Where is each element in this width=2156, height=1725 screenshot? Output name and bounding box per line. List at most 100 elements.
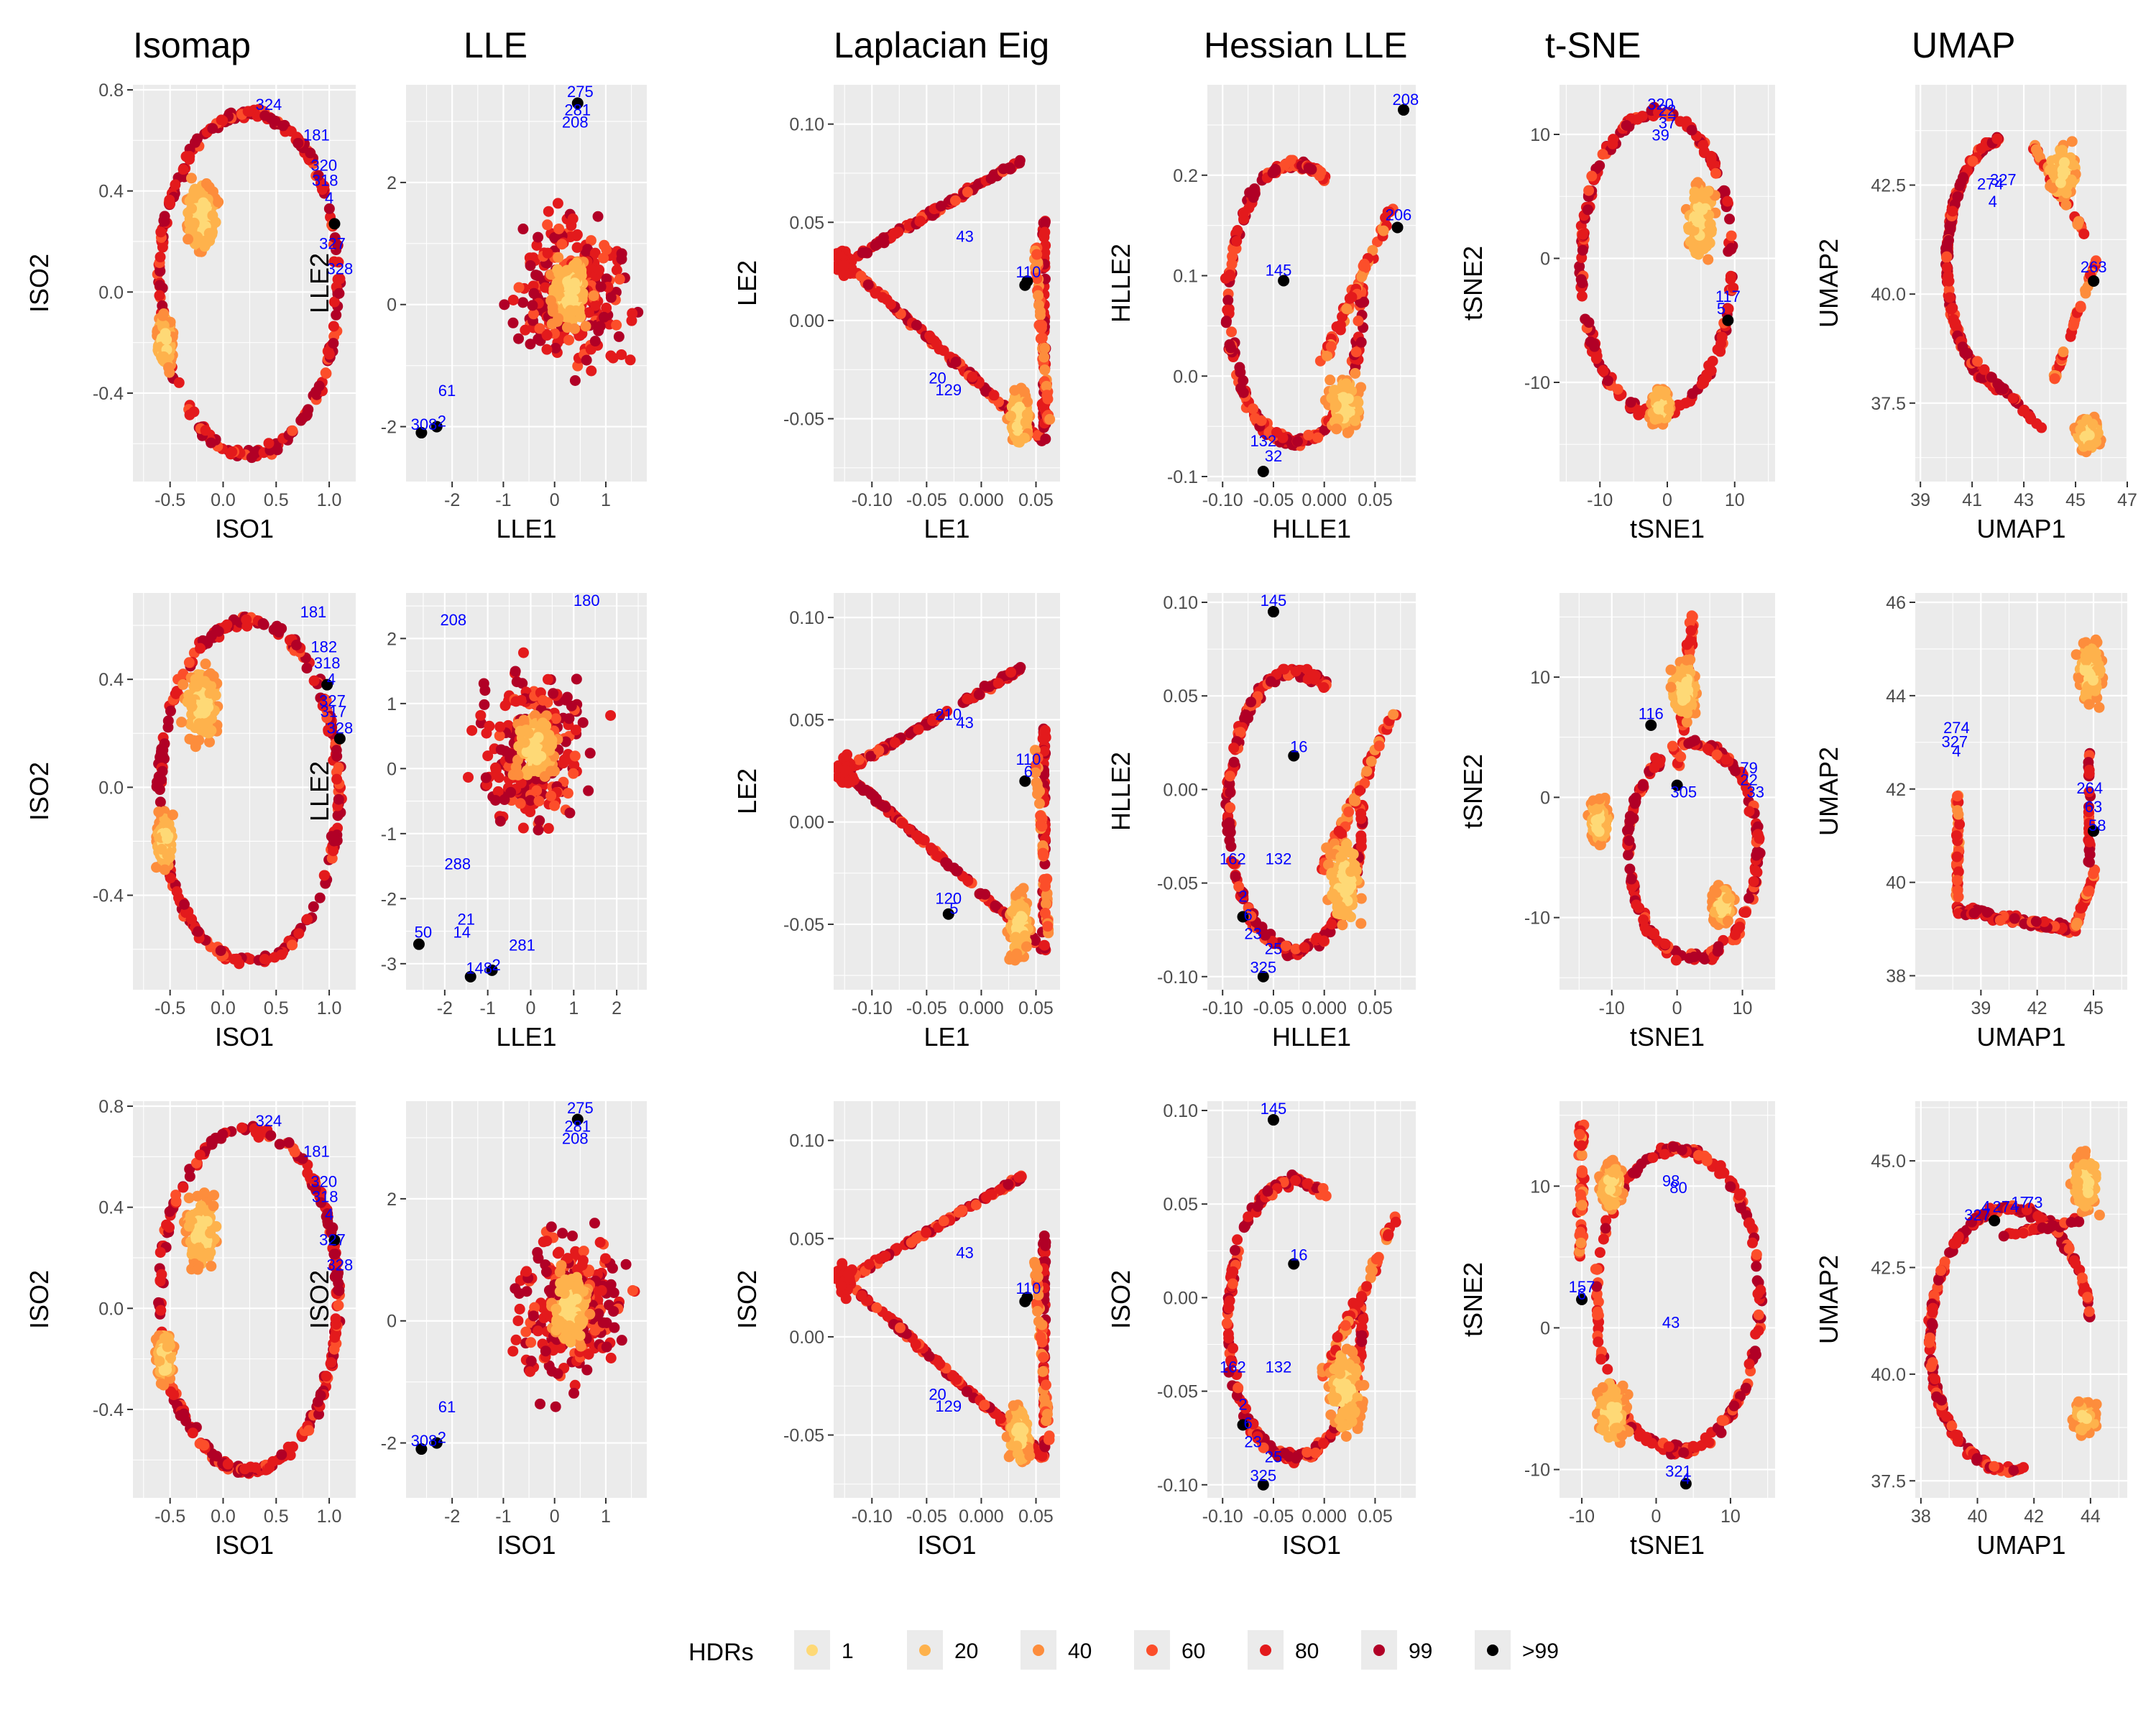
data-point <box>292 137 304 149</box>
data-point <box>1337 311 1348 323</box>
data-point <box>1577 229 1589 240</box>
data-point <box>305 147 316 159</box>
data-point <box>545 790 557 801</box>
x-tick-label: 0.5 <box>264 998 289 1018</box>
x-axis-title: LLE1 <box>496 1022 556 1052</box>
data-point <box>157 242 168 253</box>
data-point <box>583 785 594 796</box>
data-point <box>911 830 922 842</box>
point-label: 43 <box>956 714 973 732</box>
point-label: 120 <box>935 889 962 907</box>
data-point <box>160 827 172 839</box>
data-point <box>170 688 182 699</box>
data-point <box>568 293 579 305</box>
data-point <box>1224 269 1235 280</box>
data-point <box>566 700 577 712</box>
data-point <box>1947 206 1958 217</box>
y-tick-label: 0 <box>387 759 397 779</box>
data-point <box>499 700 511 712</box>
data-point <box>561 322 573 334</box>
data-point <box>1014 886 1026 897</box>
data-point <box>552 198 563 209</box>
data-point <box>990 900 1001 911</box>
data-point <box>926 843 938 855</box>
data-point <box>263 438 275 449</box>
data-point <box>594 264 605 276</box>
outlier-point <box>1257 466 1269 478</box>
data-point <box>525 260 536 272</box>
y-tick-label: 2 <box>387 173 397 193</box>
data-point <box>1041 898 1052 909</box>
data-point <box>1342 427 1353 438</box>
data-point <box>558 754 570 765</box>
x-tick-label: -0.10 <box>1202 998 1243 1018</box>
data-point <box>1586 170 1598 182</box>
data-point <box>590 300 602 311</box>
data-point <box>527 300 538 311</box>
y-tick-label: 0.10 <box>789 115 824 135</box>
data-point <box>896 817 908 829</box>
y-tick-label: -2 <box>381 889 397 909</box>
data-point <box>515 798 526 809</box>
data-point <box>1031 249 1043 260</box>
data-point <box>1697 139 1709 151</box>
data-point <box>1674 116 1686 127</box>
data-point <box>1955 177 1966 188</box>
point-label: 110 <box>1015 263 1041 281</box>
data-point <box>950 356 962 368</box>
data-point <box>992 678 1004 689</box>
data-point <box>2083 430 2095 441</box>
point-label: 2 <box>492 956 501 974</box>
data-point <box>1040 433 1051 445</box>
y-axis-title: LLE2 <box>305 761 334 822</box>
y-axis-title: LE2 <box>732 768 762 814</box>
data-point <box>186 203 198 214</box>
data-point <box>2078 228 2090 239</box>
data-point <box>1232 225 1243 236</box>
data-point <box>873 745 885 756</box>
points <box>1220 104 1410 478</box>
data-point <box>213 196 224 208</box>
data-point <box>525 806 536 818</box>
point-label: 320 <box>310 157 337 175</box>
data-point <box>868 790 880 801</box>
data-point <box>2047 183 2058 194</box>
data-point <box>605 292 617 303</box>
data-point <box>157 300 168 311</box>
data-point <box>178 678 189 690</box>
y-tick-label: 0.00 <box>1163 780 1198 800</box>
points <box>415 97 644 439</box>
data-point <box>198 718 210 730</box>
data-point <box>265 113 277 124</box>
data-point <box>215 945 226 957</box>
data-point <box>165 198 176 210</box>
data-point <box>1686 124 1697 136</box>
y-tick-label: 0.0 <box>1173 367 1198 387</box>
data-point <box>598 252 609 264</box>
x-tick-label: -0.10 <box>852 998 893 1018</box>
outlier-point <box>415 427 428 439</box>
data-point <box>949 195 961 206</box>
data-point <box>205 668 216 679</box>
y-tick-label: -0.4 <box>93 886 124 906</box>
x-tick-label: 0.05 <box>1358 998 1393 1018</box>
data-point <box>331 773 343 785</box>
point-label: 4 <box>1989 193 1997 211</box>
data-point <box>601 244 612 255</box>
data-point <box>494 721 506 732</box>
points <box>152 104 346 464</box>
data-point <box>918 834 930 846</box>
data-point <box>1350 415 1361 426</box>
data-point <box>259 954 270 965</box>
data-point <box>589 247 601 259</box>
data-point <box>200 658 211 670</box>
data-point <box>162 850 173 861</box>
data-point <box>571 673 582 685</box>
data-point <box>1030 935 1041 947</box>
data-point <box>1005 163 1016 175</box>
data-point <box>207 123 218 134</box>
data-point <box>178 164 189 175</box>
x-tick-label: 0.000 <box>1302 490 1347 510</box>
outlier-point <box>1722 314 1734 326</box>
point-label: 320 <box>1647 96 1674 114</box>
